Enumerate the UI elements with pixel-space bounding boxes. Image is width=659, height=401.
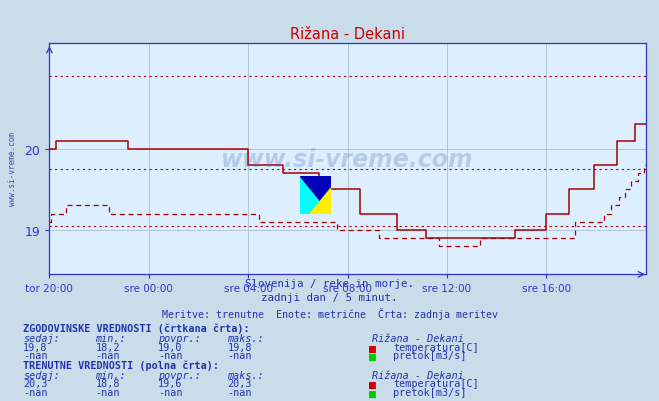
Text: www.si-vreme.com: www.si-vreme.com: [8, 132, 17, 205]
Text: povpr.:: povpr.:: [158, 370, 201, 380]
Text: 19,8: 19,8: [227, 342, 252, 352]
Text: 19,8: 19,8: [23, 342, 47, 352]
Polygon shape: [300, 176, 331, 215]
Text: ■: ■: [369, 387, 376, 399]
Text: pretok[m3/s]: pretok[m3/s]: [393, 350, 467, 360]
Text: Rižana - Dekani: Rižana - Dekani: [372, 334, 464, 344]
Text: -nan: -nan: [23, 387, 47, 397]
Text: 18,8: 18,8: [96, 378, 120, 388]
Text: maks.:: maks.:: [227, 334, 264, 344]
Text: min.:: min.:: [96, 370, 126, 380]
Text: ZGODOVINSKE VREDNOSTI (črtkana črta):: ZGODOVINSKE VREDNOSTI (črtkana črta):: [23, 323, 250, 333]
Text: -nan: -nan: [96, 387, 120, 397]
Text: Slovenija / reke in morje.: Slovenija / reke in morje.: [245, 279, 414, 289]
Text: www.si-vreme.com: www.si-vreme.com: [221, 148, 474, 171]
Text: 19,6: 19,6: [158, 378, 183, 388]
Polygon shape: [300, 176, 331, 215]
Text: ■: ■: [369, 342, 376, 354]
Text: temperatura[C]: temperatura[C]: [393, 342, 479, 352]
Text: -nan: -nan: [23, 350, 47, 360]
Text: pretok[m3/s]: pretok[m3/s]: [393, 387, 467, 397]
Text: -nan: -nan: [227, 350, 252, 360]
Text: Meritve: trenutne  Enote: metrične  Črta: zadnja meritev: Meritve: trenutne Enote: metrične Črta: …: [161, 307, 498, 319]
Text: TRENUTNE VREDNOSTI (polna črta):: TRENUTNE VREDNOSTI (polna črta):: [23, 359, 219, 370]
Text: 20,3: 20,3: [227, 378, 252, 388]
Text: min.:: min.:: [96, 334, 126, 344]
Text: temperatura[C]: temperatura[C]: [393, 378, 479, 388]
Text: sedaj:: sedaj:: [23, 370, 60, 380]
Text: zadnji dan / 5 minut.: zadnji dan / 5 minut.: [261, 293, 398, 303]
Text: ■: ■: [369, 350, 376, 363]
Text: maks.:: maks.:: [227, 370, 264, 380]
Text: 19,0: 19,0: [158, 342, 183, 352]
Title: Rižana - Dekani: Rižana - Dekani: [290, 26, 405, 42]
Text: -nan: -nan: [227, 387, 252, 397]
Text: ■: ■: [369, 378, 376, 391]
Text: -nan: -nan: [158, 387, 183, 397]
Text: -nan: -nan: [96, 350, 120, 360]
Text: -nan: -nan: [158, 350, 183, 360]
Text: povpr.:: povpr.:: [158, 334, 201, 344]
Text: sedaj:: sedaj:: [23, 334, 60, 344]
Text: 18,2: 18,2: [96, 342, 120, 352]
Text: 20,3: 20,3: [23, 378, 47, 388]
Polygon shape: [308, 187, 331, 215]
Text: Rižana - Dekani: Rižana - Dekani: [372, 370, 464, 380]
